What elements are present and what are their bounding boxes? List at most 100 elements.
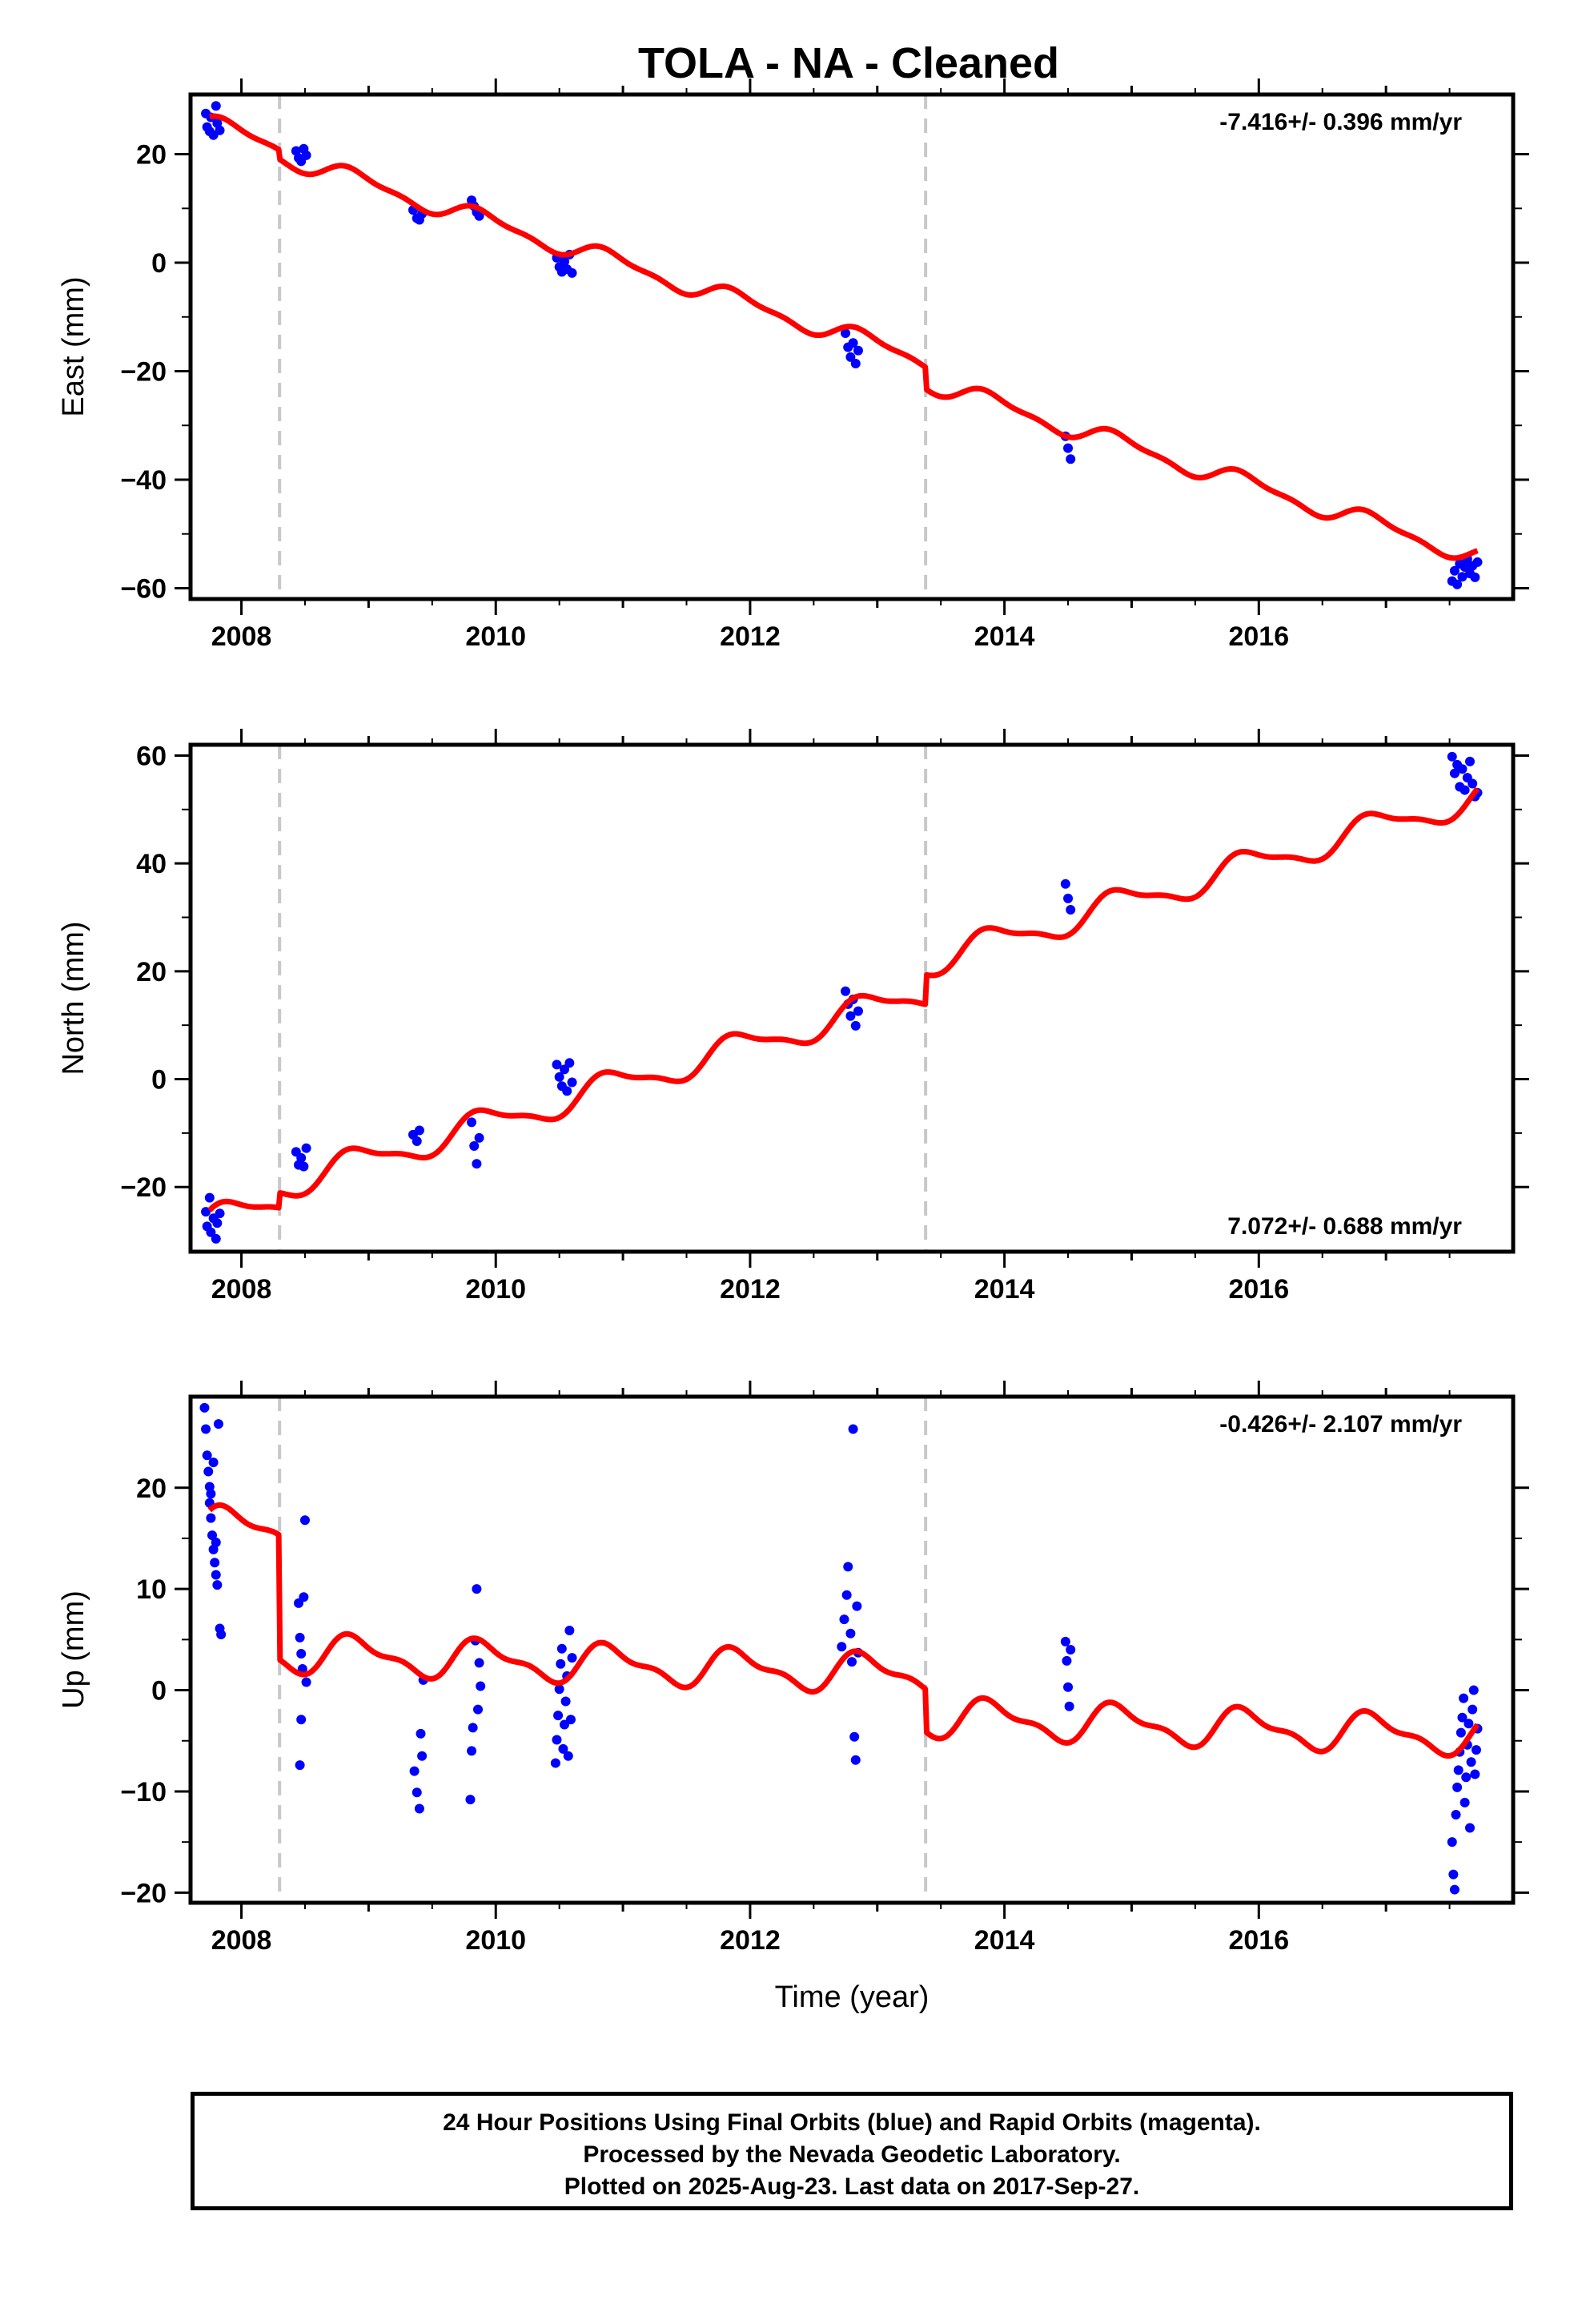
y-axis-title: Up (mm) (57, 1590, 90, 1709)
data-point (1460, 562, 1470, 573)
data-point (847, 1657, 857, 1667)
data-point (296, 1715, 307, 1725)
data-point (552, 1059, 562, 1070)
data-point (1063, 1682, 1074, 1692)
x-tick-label: 2014 (974, 1274, 1035, 1305)
data-point (472, 1584, 482, 1594)
y-tick-label: −40 (120, 465, 167, 496)
plot-frame (188, 92, 1516, 601)
data-point (216, 1630, 227, 1640)
footer-line-1: 24 Hour Positions Using Final Orbits (bl… (443, 2109, 1261, 2136)
data-point (1452, 579, 1463, 589)
data-point (474, 211, 484, 221)
data-point (845, 352, 856, 362)
model-curve (207, 786, 1480, 1212)
data-point (850, 1020, 861, 1031)
data-point (1063, 443, 1074, 453)
data-point (1449, 1884, 1460, 1895)
data-point (843, 1562, 853, 1572)
footer-line-3: Plotted on 2025-Aug-23. Last data on 201… (564, 2173, 1140, 2200)
data-point (412, 1787, 422, 1798)
data-point (556, 1659, 566, 1669)
y-tick-label: 20 (136, 957, 167, 987)
data-point (1457, 764, 1468, 774)
data-point (565, 1715, 576, 1725)
data-point (845, 1011, 856, 1021)
data-point (1460, 1797, 1470, 1807)
data-point (553, 1711, 564, 1721)
data-point (850, 359, 861, 368)
data-point (1064, 1701, 1074, 1711)
x-tick-label: 2014 (974, 1925, 1035, 1956)
data-point (296, 1649, 307, 1659)
data-point (567, 267, 577, 278)
data-point (301, 1143, 311, 1153)
data-point (1468, 1685, 1479, 1695)
data-point (295, 1632, 305, 1642)
data-point (301, 1677, 311, 1687)
data-point (1066, 905, 1076, 915)
data-point (469, 1141, 480, 1152)
data-point (1447, 1837, 1457, 1848)
data-point (1453, 1765, 1464, 1775)
data-point (1063, 893, 1074, 903)
y-axis-title: East (mm) (57, 276, 90, 416)
y-tick-label: 10 (136, 1574, 167, 1605)
x-tick-label: 2014 (974, 621, 1035, 652)
y-tick-label: 0 (151, 1676, 167, 1707)
data-point (1066, 1645, 1076, 1655)
x-tick-label: 2010 (465, 1925, 526, 1956)
y-tick-label: −10 (120, 1777, 167, 1807)
data-point (409, 1766, 420, 1776)
data-point (1449, 565, 1460, 576)
data-point (841, 1590, 852, 1600)
data-point (1459, 1693, 1469, 1703)
data-point (558, 1743, 568, 1754)
data-point (201, 1207, 211, 1217)
data-point (554, 1072, 564, 1082)
data-point (1472, 557, 1483, 567)
data-point (567, 1653, 577, 1663)
data-point (1066, 454, 1076, 464)
data-point (295, 1760, 305, 1771)
y-tick-label: 40 (136, 849, 167, 879)
x-tick-label: 2008 (211, 1925, 272, 1956)
data-point (845, 1628, 856, 1638)
x-tick-label: 2012 (720, 1274, 781, 1305)
data-point (474, 1132, 484, 1143)
data-point (213, 1419, 223, 1429)
data-point (468, 1723, 478, 1733)
data-point (564, 1625, 575, 1635)
data-point (1461, 1772, 1472, 1783)
data-point (567, 1077, 577, 1088)
data-point (1460, 785, 1470, 795)
data-point (1468, 778, 1478, 789)
data-point (207, 1530, 218, 1541)
data-point (211, 1570, 221, 1580)
data-point (417, 1751, 428, 1761)
x-tick-label: 2008 (211, 1274, 272, 1305)
panel-east: 2008 2010 2012 2014 2016 −60 −40 −20 0 20 East (mm… (57, 78, 1529, 652)
data-point (1451, 1810, 1461, 1820)
data-point (465, 1795, 476, 1805)
data-point (1464, 756, 1475, 766)
model-curve (207, 1502, 1480, 1759)
data-point (1062, 1655, 1072, 1666)
data-point (554, 1684, 564, 1695)
data-point (215, 125, 225, 135)
y-tick-label: −20 (120, 356, 167, 387)
data-point (412, 1136, 422, 1146)
data-point (1456, 1727, 1466, 1738)
data-point (210, 1558, 220, 1568)
data-point (1449, 768, 1460, 778)
x-tick-label: 2012 (720, 1925, 781, 1956)
data-point (563, 1751, 573, 1761)
data-point (556, 1643, 567, 1654)
data-point (212, 1218, 223, 1228)
y-tick-label: −20 (120, 1878, 167, 1908)
data-point (1457, 572, 1468, 582)
footer-note: 24 Hour Positions Using Final Orbits (bl… (191, 2092, 1513, 2210)
data-point (849, 1731, 860, 1742)
data-point (202, 1450, 212, 1461)
